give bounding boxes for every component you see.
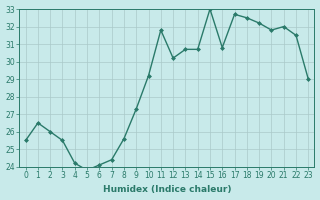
X-axis label: Humidex (Indice chaleur): Humidex (Indice chaleur) bbox=[103, 185, 231, 194]
